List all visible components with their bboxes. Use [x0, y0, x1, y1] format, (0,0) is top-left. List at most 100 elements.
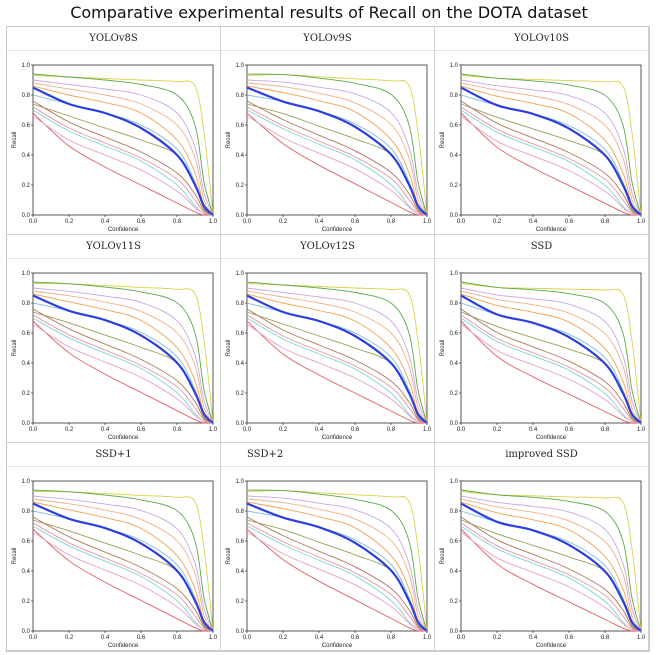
y-tick-label: 0.0: [236, 213, 245, 219]
series-line: [32, 522, 214, 632]
series-line: [460, 82, 642, 216]
plot-frame: [32, 480, 214, 632]
y-axis-label: Recall: [226, 548, 232, 565]
y-tick-label: 1.0: [236, 271, 245, 277]
panel-title: YOLOv12S: [221, 235, 434, 259]
panel-title: YOLOv9S: [221, 27, 434, 51]
y-tick-label: 0.2: [22, 599, 31, 605]
x-tick-label: 0.4: [101, 635, 110, 641]
series-line: [246, 308, 428, 424]
series-line: [460, 308, 642, 424]
x-tick-label: 0.4: [315, 427, 324, 433]
series-line: [246, 115, 428, 216]
y-tick-label: 1.0: [22, 63, 31, 69]
y-tick-label: 0.4: [236, 153, 245, 159]
series-line: [246, 516, 428, 632]
series-line: [460, 495, 642, 632]
panel-title: improved SSD: [435, 443, 648, 467]
series-line: [460, 103, 642, 216]
x-axis-label: Confidence: [536, 643, 567, 649]
x-tick-label: 0.2: [279, 427, 288, 433]
y-tick-label: 1.0: [22, 479, 31, 485]
series-line: [246, 531, 428, 632]
series-line: [32, 320, 214, 424]
series-line: [460, 528, 642, 632]
series-line: [32, 311, 214, 424]
chart-panel: YOLOv9S 0.0 0.2 0.4 0.6 0.8 1.0 0.0 0.2 0.4 0.6 0.8…: [221, 27, 435, 235]
plot-frame: [246, 64, 428, 216]
recall-chart: 0.0 0.2 0.4 0.6 0.8 1.0 0.0 0.2 0.4 0.6 0.8 1.0 Conf…: [226, 63, 432, 233]
chart-panel: SSD+2 0.0 0.2 0.4 0.6 0.8 1.0 0.0 0.2 0.4 0.6 0.8 1.…: [221, 443, 435, 651]
series-line: [460, 498, 642, 632]
series-line: [32, 115, 214, 216]
series-line: [246, 314, 428, 424]
y-tick-label: 0.6: [236, 539, 245, 545]
recall-chart: 0.0 0.2 0.4 0.6 0.8 1.0 0.0 0.2 0.4 0.6 0.8 1.0 Conf…: [12, 63, 218, 233]
x-tick-label: 0.0: [243, 427, 252, 433]
series-line: [246, 519, 428, 632]
y-tick-label: 0.8: [450, 509, 459, 515]
chart-panel: improved SSD 0.0 0.2 0.4 0.6 0.8 1.0 0.0 0.2 0.4 0…: [435, 443, 649, 651]
x-tick-label: 0.4: [101, 427, 110, 433]
recall-chart: 0.0 0.2 0.4 0.6 0.8 1.0 0.0 0.2 0.4 0.6 0.8 1.0 Conf…: [12, 271, 218, 441]
plot-frame: [246, 272, 428, 424]
y-tick-label: 0.6: [450, 539, 459, 545]
x-tick-label: 0.6: [351, 635, 360, 641]
x-tick-label: 0.0: [243, 635, 252, 641]
series-line: [246, 320, 428, 424]
y-tick-label: 0.6: [450, 331, 459, 337]
x-tick-label: 0.8: [387, 635, 396, 641]
panel-title: YOLOv8S: [7, 27, 220, 51]
x-tick-label: 1.0: [209, 635, 218, 641]
series-line: [246, 495, 428, 632]
series-line-all-classes: [32, 294, 214, 424]
y-tick-label: 0.8: [236, 93, 245, 99]
series-line: [460, 314, 642, 424]
series-line: [246, 528, 428, 632]
x-axis-label: Confidence: [536, 435, 567, 441]
series-line: [246, 281, 428, 424]
series-line: [246, 290, 428, 424]
series-line: [32, 290, 214, 424]
series-line: [32, 106, 214, 216]
y-tick-label: 1.0: [236, 479, 245, 485]
x-tick-label: 1.0: [637, 427, 646, 433]
series-line: [246, 287, 428, 424]
y-tick-label: 0.6: [450, 123, 459, 129]
series-line: [460, 516, 642, 632]
series-line: [246, 323, 428, 424]
series-line-all-classes: [32, 86, 214, 216]
series-line: [460, 531, 642, 632]
x-tick-label: 0.2: [493, 635, 502, 641]
y-tick-label: 0.4: [236, 569, 245, 575]
series-line: [246, 522, 428, 632]
chart-panel: YOLOv11S 0.0 0.2 0.4 0.6 0.8 1.0 0.0 0.2 0.4 0.6 0.…: [7, 235, 221, 443]
panel-title: SSD+2: [221, 443, 434, 467]
y-tick-label: 0.2: [22, 391, 31, 397]
x-tick-label: 0.0: [457, 427, 466, 433]
y-tick-label: 1.0: [450, 271, 459, 277]
chart-panel: YOLOv8S 0.0 0.2 0.4 0.6 0.8 1.0 0.0 0.2 0.4 0.6 0.8…: [7, 27, 221, 235]
y-tick-label: 0.6: [22, 331, 31, 337]
x-tick-label: 0.0: [29, 427, 38, 433]
y-tick-label: 1.0: [236, 63, 245, 69]
series-line: [32, 489, 214, 632]
x-tick-label: 0.4: [529, 427, 538, 433]
x-tick-label: 0.6: [565, 427, 574, 433]
series-line-all-classes: [246, 294, 428, 424]
series-line: [460, 519, 642, 632]
y-tick-label: 0.4: [22, 569, 31, 575]
y-tick-label: 1.0: [450, 479, 459, 485]
series-line-all-classes: [32, 502, 214, 632]
y-axis-label: Recall: [226, 132, 232, 149]
series-line: [246, 103, 428, 216]
y-tick-label: 0.6: [236, 123, 245, 129]
series-line: [32, 528, 214, 632]
y-tick-label: 0.0: [22, 421, 31, 427]
x-tick-label: 0.8: [173, 219, 182, 225]
series-line: [246, 106, 428, 216]
recall-chart: 0.0 0.2 0.4 0.6 0.8 1.0 0.0 0.2 0.4 0.6 0.8 1.0 Conf…: [440, 63, 646, 233]
x-tick-label: 0.6: [351, 219, 360, 225]
series-line: [32, 495, 214, 632]
x-tick-label: 0.8: [601, 219, 610, 225]
